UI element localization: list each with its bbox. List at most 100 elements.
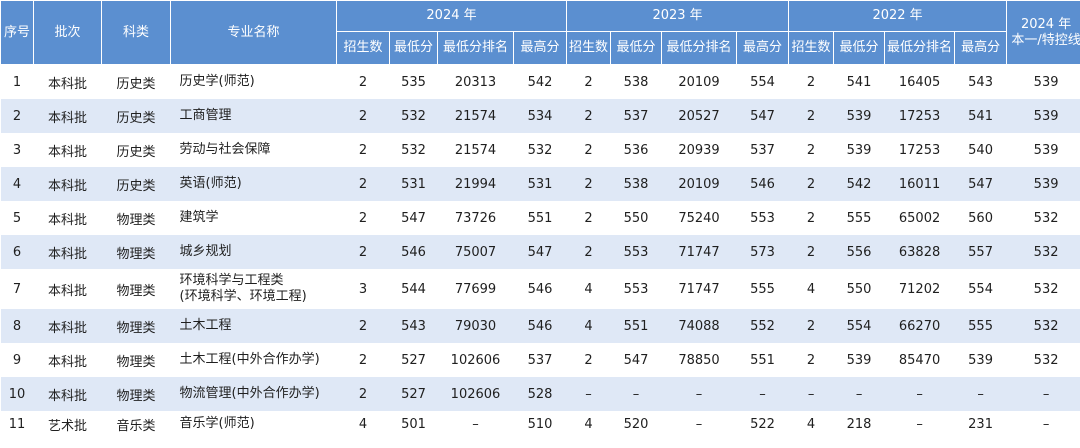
cell-max-score-2022: 231 bbox=[954, 411, 1007, 437]
cell-max-score-2023: 554 bbox=[736, 64, 789, 99]
cell-min-rank-2022: 71202 bbox=[884, 269, 955, 309]
cell-control-line: 532 bbox=[1006, 269, 1080, 309]
cell-min-score-2022: 550 bbox=[833, 269, 885, 309]
cell-seq: 11 bbox=[0, 411, 34, 437]
cell-quota-2022: 2 bbox=[788, 201, 834, 235]
cell-quota-2022: 2 bbox=[788, 167, 834, 201]
header-control-line-label: 本一/特控线 bbox=[1011, 32, 1080, 48]
cell-min-score-2023: 547 bbox=[610, 343, 662, 377]
cell-max-score-2023: 547 bbox=[736, 99, 789, 133]
cell-batch: 本科批 bbox=[33, 133, 102, 167]
header-year-2024: 2024 年 bbox=[335, 0, 568, 32]
cell-control-line: – bbox=[1006, 411, 1080, 437]
cell-major: 环境科学与工程类 (环境科学、环境工程) bbox=[170, 269, 337, 309]
cell-min-rank-2023: 74088 bbox=[661, 309, 737, 343]
cell-min-score-2022: 539 bbox=[833, 343, 885, 377]
cell-max-score-2023: 552 bbox=[736, 309, 789, 343]
cell-min-score-2022: 539 bbox=[833, 99, 885, 133]
cell-max-score-2023: 522 bbox=[736, 411, 789, 437]
cell-min-rank-2023: 75240 bbox=[661, 201, 737, 235]
cell-major: 土木工程(中外合作办学) bbox=[170, 343, 337, 377]
cell-control-line: 532 bbox=[1006, 201, 1080, 235]
table-row: 1 本科批 历史类 历史学(师范) 2 535 20313 542 2 538 20109 554 2 5… bbox=[0, 64, 1080, 99]
cell-min-rank-2022: 66270 bbox=[884, 309, 955, 343]
cell-control-line: 539 bbox=[1006, 64, 1080, 99]
cell-quota-2023: 2 bbox=[566, 343, 611, 377]
table-row: 10 本科批 物理类 物流管理(中外合作办学) 2 527 102606 528– – – – – – –… bbox=[0, 377, 1080, 411]
cell-major: 工商管理 bbox=[170, 99, 337, 133]
cell-seq: 10 bbox=[0, 377, 34, 411]
cell-quota-2024: 2 bbox=[336, 235, 390, 269]
cell-control-line: 532 bbox=[1006, 235, 1080, 269]
subheader-max-score-2022: 最高分 bbox=[954, 31, 1008, 65]
cell-min-score-2024: 527 bbox=[389, 377, 438, 411]
cell-batch: 本科批 bbox=[33, 235, 102, 269]
cell-quota-2022: 4 bbox=[788, 269, 834, 309]
cell-min-score-2023: 538 bbox=[610, 64, 662, 99]
cell-seq: 6 bbox=[0, 235, 34, 269]
cell-seq: 8 bbox=[0, 309, 34, 343]
cell-min-score-2023: 520 bbox=[610, 411, 662, 437]
cell-max-score-2022: – bbox=[954, 377, 1007, 411]
header-category: 科类 bbox=[101, 0, 171, 65]
cell-max-score-2024: 534 bbox=[513, 99, 567, 133]
cell-quota-2023: 4 bbox=[566, 309, 611, 343]
table-row: 7 本科批 物理类 环境科学与工程类 (环境科学、环境工程) 3 544 77699 546 4 5… bbox=[0, 269, 1080, 309]
cell-min-score-2022: 542 bbox=[833, 167, 885, 201]
cell-max-score-2022: 555 bbox=[954, 309, 1007, 343]
cell-category: 物理类 bbox=[101, 235, 171, 269]
header-seq: 序号 bbox=[0, 0, 34, 65]
cell-control-line: – bbox=[1006, 377, 1080, 411]
cell-major: 英语(师范) bbox=[170, 167, 337, 201]
cell-min-rank-2024: 75007 bbox=[437, 235, 514, 269]
cell-min-rank-2022: 63828 bbox=[884, 235, 955, 269]
cell-quota-2024: 2 bbox=[336, 133, 390, 167]
cell-min-score-2022: 541 bbox=[833, 64, 885, 99]
cell-min-score-2022: 555 bbox=[833, 201, 885, 235]
cell-quota-2022: 2 bbox=[788, 99, 834, 133]
cell-min-rank-2023: 20527 bbox=[661, 99, 737, 133]
cell-quota-2024: 2 bbox=[336, 377, 390, 411]
table-row: 5 本科批 物理类 建筑学 2 547 73726 551 2 550 75240 553 2 555 65… bbox=[0, 201, 1080, 235]
table-row: 4 本科批 历史类 英语(师范) 2 531 21994 531 2 538 20109 546 2 54… bbox=[0, 167, 1080, 201]
table-row: 6 本科批 物理类 城乡规划 2 546 75007 547 2 553 71747 573 2 556 6… bbox=[0, 235, 1080, 269]
cell-max-score-2022: 560 bbox=[954, 201, 1007, 235]
cell-min-score-2022: 539 bbox=[833, 133, 885, 167]
cell-min-rank-2024: 21574 bbox=[437, 133, 514, 167]
header-batch: 批次 bbox=[33, 0, 102, 65]
cell-min-score-2024: 543 bbox=[389, 309, 438, 343]
cell-min-rank-2022: – bbox=[884, 377, 955, 411]
cell-control-line: 539 bbox=[1006, 99, 1080, 133]
cell-min-score-2024: 531 bbox=[389, 167, 438, 201]
cell-quota-2024: 2 bbox=[336, 201, 390, 235]
cell-max-score-2024: 532 bbox=[513, 133, 567, 167]
cell-min-rank-2022: – bbox=[884, 411, 955, 437]
cell-quota-2024: 3 bbox=[336, 269, 390, 309]
table-body: 1 本科批 历史类 历史学(师范) 2 535 20313 542 2 538 20109 554 2 5… bbox=[0, 64, 1080, 437]
major-name-line: (环境科学、环境工程) bbox=[179, 289, 307, 304]
cell-min-rank-2022: 16011 bbox=[884, 167, 955, 201]
cell-min-rank-2023: 71747 bbox=[661, 269, 737, 309]
cell-min-score-2023: 550 bbox=[610, 201, 662, 235]
cell-min-score-2022: – bbox=[833, 377, 885, 411]
cell-min-rank-2023: 20939 bbox=[661, 133, 737, 167]
cell-major: 历史学(师范) bbox=[170, 64, 337, 99]
subheader-min-rank-2024: 最低分排名 bbox=[437, 31, 514, 65]
cell-min-score-2024: 501 bbox=[389, 411, 438, 437]
cell-max-score-2022: 547 bbox=[954, 167, 1007, 201]
cell-major: 劳动与社会保障 bbox=[170, 133, 337, 167]
cell-min-rank-2024: – bbox=[437, 411, 514, 437]
cell-min-rank-2024: 73726 bbox=[437, 201, 514, 235]
cell-min-score-2024: 546 bbox=[389, 235, 438, 269]
cell-category: 历史类 bbox=[101, 64, 171, 99]
subheader-quota-2023: 招生数 bbox=[566, 31, 612, 65]
cell-quota-2023: 2 bbox=[566, 133, 611, 167]
cell-category: 物理类 bbox=[101, 201, 171, 235]
cell-quota-2022: 2 bbox=[788, 343, 834, 377]
cell-control-line: 532 bbox=[1006, 309, 1080, 343]
cell-seq: 1 bbox=[0, 64, 34, 99]
cell-min-rank-2023: – bbox=[661, 377, 737, 411]
table-row: 2 本科批 历史类 工商管理 2 532 21574 534 2 537 20527 547 2 539 1… bbox=[0, 99, 1080, 133]
cell-category: 物理类 bbox=[101, 269, 171, 309]
table-row: 9 本科批 物理类 土木工程(中外合作办学) 2 527 102606 537 2 547 7885… bbox=[0, 343, 1080, 377]
